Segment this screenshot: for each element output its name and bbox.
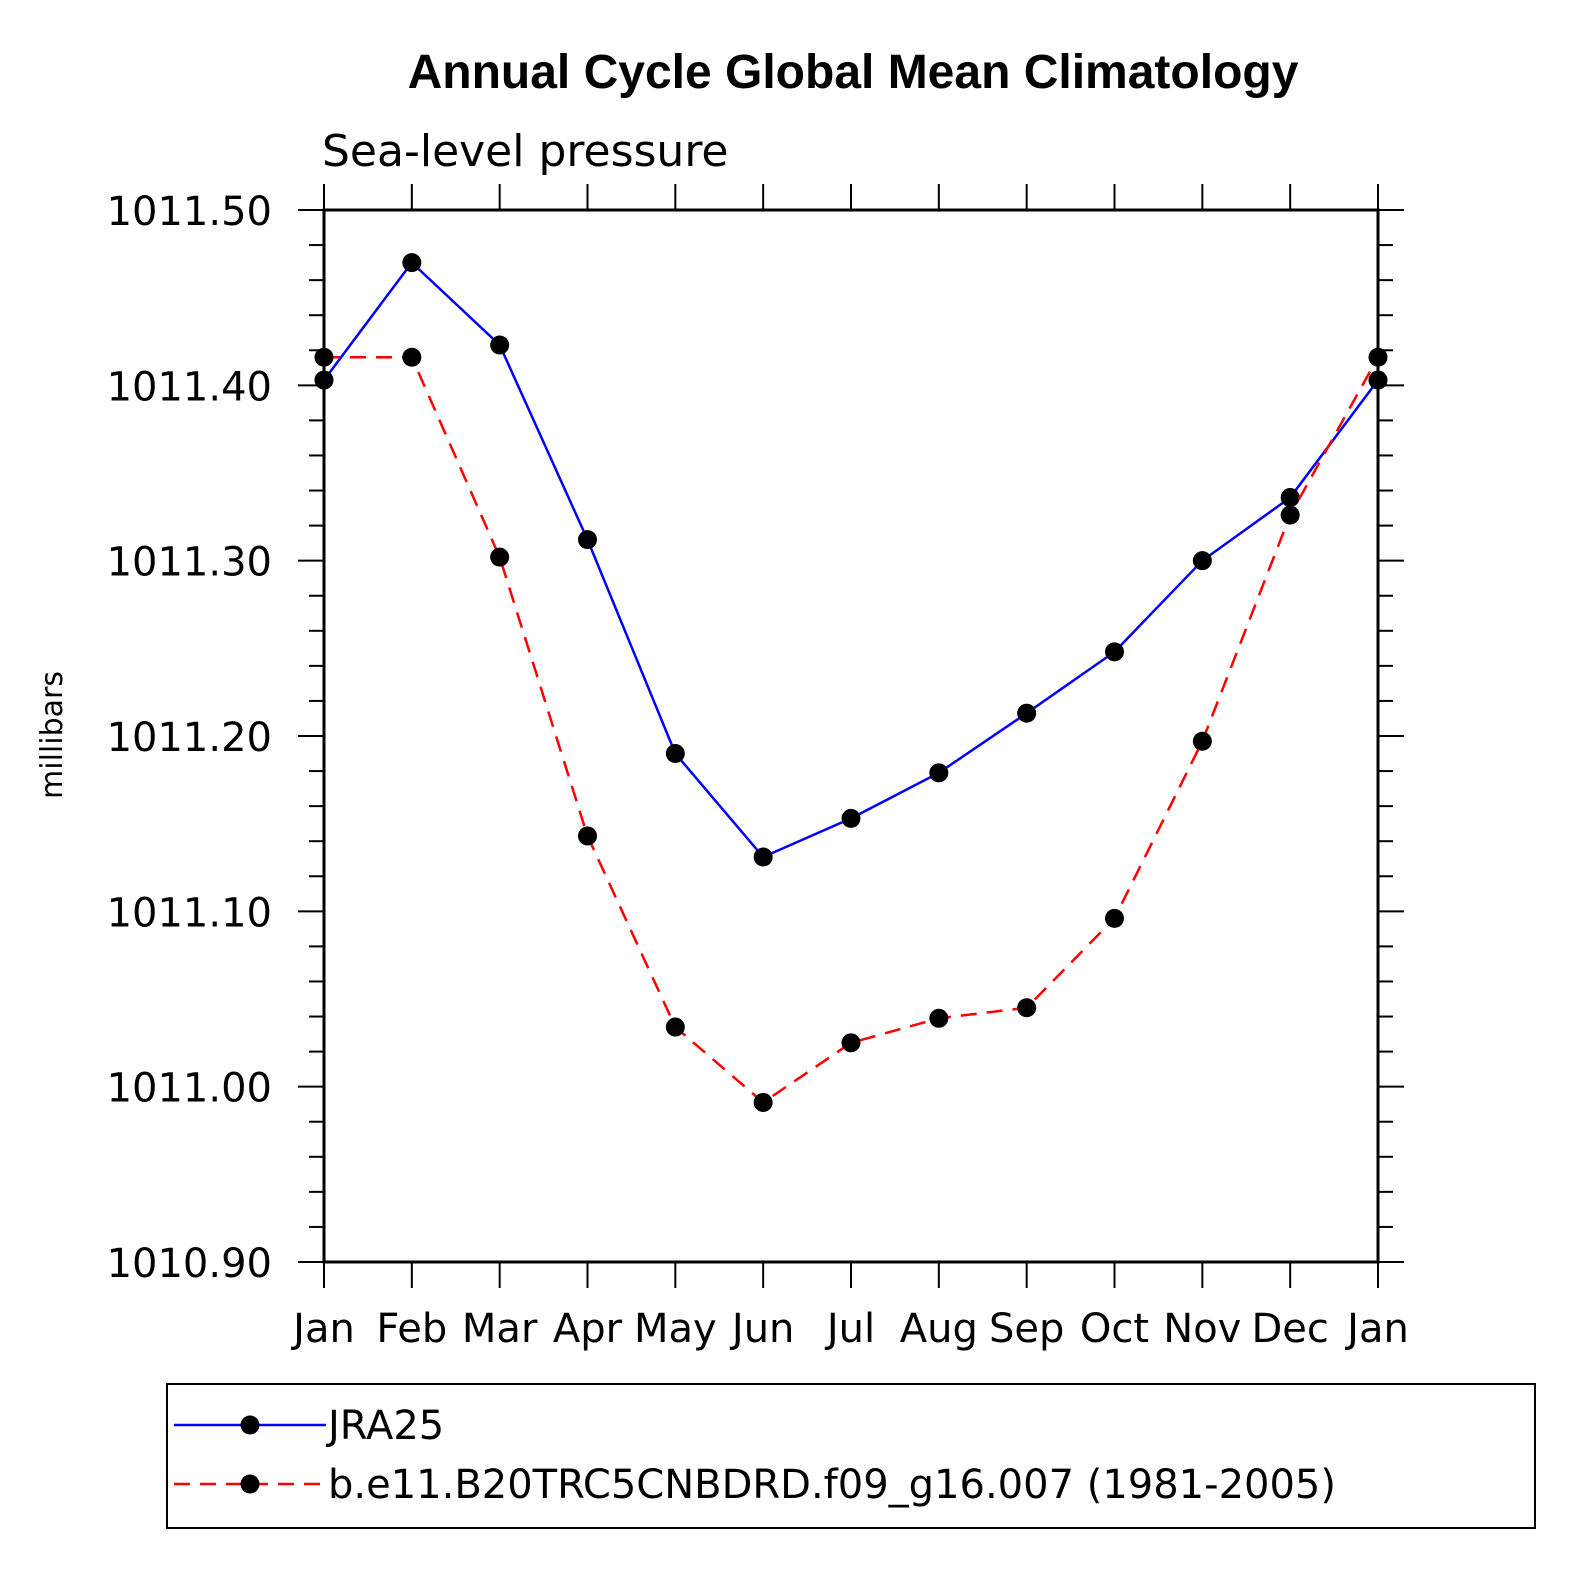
- series-1-point: [1280, 505, 1300, 525]
- series-0-point: [1192, 551, 1212, 571]
- series-0-point: [490, 335, 510, 355]
- x-tick-label: Mar: [462, 1306, 538, 1352]
- chart-subtitle: Sea-level pressure: [322, 126, 729, 177]
- series-1-point: [841, 1033, 861, 1053]
- legend: JRA25 b.e11.B20TRC5CNBDRD.f09_g16.007 (19…: [174, 1403, 1336, 1508]
- x-tick-label: Sep: [989, 1306, 1064, 1352]
- series-1-point: [1192, 731, 1212, 751]
- x-tick-label: May: [634, 1306, 717, 1352]
- series-line-1: [324, 356, 1380, 1105]
- x-tick-label: Dec: [1251, 1306, 1328, 1352]
- legend-label-1: b.e11.B20TRC5CNBDRD.f09_g16.007 (1981-20…: [328, 1462, 1336, 1508]
- legend-marker-1: [240, 1474, 260, 1494]
- legend-box: [166, 1383, 1536, 1529]
- y-tick-label: 1011.20: [107, 715, 272, 761]
- series-1-point: [314, 347, 334, 367]
- series-1-point: [753, 1092, 773, 1112]
- series-1-point: [665, 1017, 685, 1037]
- chart-title: Annual Cycle Global Mean Climatology: [408, 46, 1299, 99]
- series-layer: [314, 253, 1388, 1112]
- series-0-point: [1280, 488, 1300, 508]
- x-tick-label: Jul: [824, 1306, 875, 1352]
- series-1-point: [578, 826, 597, 846]
- series-1-point: [1368, 347, 1388, 367]
- x-tick-label: Feb: [376, 1306, 447, 1352]
- y-axis-label: millibars: [35, 671, 70, 799]
- y-tick-label: 1011.00: [107, 1066, 272, 1112]
- series-1-point: [490, 547, 510, 567]
- x-tick-label: Aug: [900, 1306, 978, 1352]
- y-tick-label: 1011.10: [107, 890, 272, 936]
- series-0-point: [1105, 642, 1124, 662]
- x-tick-label: Oct: [1080, 1306, 1149, 1352]
- legend-marker-0: [240, 1415, 260, 1435]
- series-1-point: [1105, 908, 1124, 928]
- series-1-point: [929, 1008, 949, 1028]
- legend-label-0: JRA25: [325, 1403, 444, 1449]
- series-1-point: [1017, 998, 1037, 1018]
- x-tick-label: Apr: [553, 1306, 623, 1352]
- x-tick-label: Jun: [729, 1306, 795, 1352]
- axes: [298, 184, 1404, 1288]
- series-0-point: [578, 530, 597, 550]
- series-0-point: [314, 370, 334, 390]
- series-0-point: [841, 808, 861, 828]
- series-1-point: [402, 347, 422, 367]
- x-tick-labels: Jan Feb Mar Apr May Jun Jul Aug Sep Oct Nov Dec Jan: [290, 1306, 1409, 1352]
- y-tick-labels: 1010.90 1011.00 1011.10 1011.20 1011.30 1011.…: [107, 189, 272, 1287]
- series-0-point: [402, 253, 422, 273]
- series-0-point: [929, 763, 949, 783]
- y-tick-label: 1010.90: [107, 1241, 272, 1287]
- series-line-0: [322, 260, 1380, 859]
- series-0-point: [1017, 703, 1037, 723]
- series-0-point: [1368, 370, 1388, 390]
- x-tick-label: Jan: [1344, 1306, 1409, 1352]
- y-tick-label: 1011.50: [107, 189, 272, 235]
- x-tick-label: Nov: [1163, 1306, 1241, 1352]
- plot-frame: [322, 208, 1380, 1264]
- y-tick-label: 1011.30: [107, 540, 272, 586]
- series-0-point: [665, 744, 685, 764]
- x-tick-label: Jan: [290, 1306, 355, 1352]
- series-0-point: [753, 847, 773, 867]
- y-tick-label: 1011.40: [107, 364, 272, 410]
